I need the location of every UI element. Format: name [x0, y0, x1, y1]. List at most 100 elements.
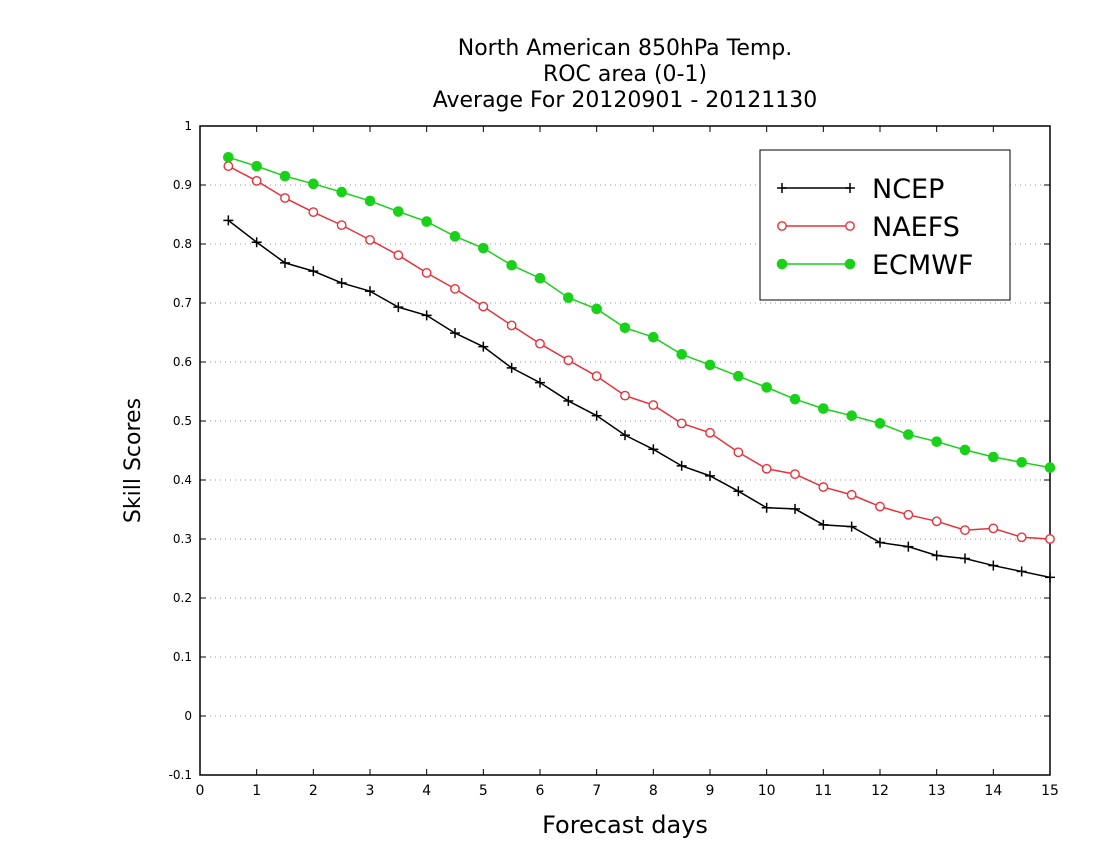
data-point-naefs	[421, 268, 432, 278]
series-layer	[223, 151, 1056, 583]
data-point-naefs	[563, 355, 574, 366]
data-point-ncep	[988, 560, 999, 571]
data-point-naefs	[676, 418, 687, 429]
data-point-ncep	[450, 328, 460, 339]
data-point-naefs	[478, 301, 489, 312]
data-point-ncep	[818, 519, 829, 530]
x-tick-label: 11	[814, 783, 832, 799]
y-tick-label: 0.2	[173, 591, 192, 605]
data-point-naefs	[931, 516, 942, 527]
data-point-ncep	[761, 502, 772, 513]
data-point-ecmwf	[308, 178, 319, 190]
data-point-ecmwf	[903, 429, 914, 440]
data-point-ecmwf	[619, 322, 631, 334]
data-point-ncep	[336, 277, 347, 288]
data-point-ecmwf	[251, 160, 262, 172]
legend: NCEP NAEFS ECMWF	[759, 149, 1011, 301]
data-point-ecmwf	[988, 451, 999, 463]
data-point-naefs	[393, 250, 404, 261]
data-point-ncep	[506, 362, 517, 373]
chart-title-line-2: ROC area (0-1)	[542, 62, 708, 87]
data-point-ecmwf	[733, 370, 744, 382]
y-tick-label: 0.8	[173, 237, 192, 251]
data-point-ecmwf	[1016, 457, 1027, 468]
y-tick-label: -0.1	[169, 768, 192, 782]
data-point-naefs	[988, 523, 999, 534]
data-point-ecmwf	[1044, 462, 1056, 473]
legend-item-ncep: NCEP	[777, 174, 944, 205]
y-tick-label: 0.1	[173, 650, 192, 664]
data-point-naefs	[308, 207, 319, 218]
data-point-naefs	[733, 447, 744, 458]
data-point-ncep	[705, 470, 715, 481]
data-point-ncep	[620, 430, 630, 441]
x-tick-label: 2	[309, 783, 318, 799]
plot-frame	[199, 125, 1051, 776]
data-point-ecmwf	[789, 393, 801, 405]
data-point-ncep	[960, 553, 970, 564]
x-tick-label: 3	[366, 783, 375, 799]
data-point-ncep	[931, 550, 942, 561]
chart-title-line-3: Average For 20120901 - 20121130	[432, 88, 818, 113]
y-tick-label: 0.7	[173, 296, 192, 310]
data-point-naefs	[1045, 534, 1055, 544]
x-tick-label: 8	[649, 783, 658, 799]
x-tick-label: 6	[536, 783, 545, 799]
x-tick-label: 15	[1041, 783, 1059, 799]
legend-label-ncep: NCEP	[872, 174, 944, 205]
x-tick-label: 10	[758, 783, 776, 799]
data-point-ncep	[1045, 572, 1055, 583]
grid-lines	[200, 184, 1050, 717]
chart-title-line-1: North American 850hPa Temp.	[457, 36, 793, 61]
x-tick-label: 9	[706, 783, 715, 799]
legend-label-ecmwf: ECMWF	[872, 250, 973, 281]
series-naefs	[223, 161, 1055, 544]
data-point-naefs	[506, 320, 517, 331]
data-point-ncep	[648, 444, 659, 455]
x-tick-label: 7	[592, 783, 601, 799]
legend-marker-ecmwf	[844, 258, 856, 270]
data-point-ecmwf	[761, 382, 772, 393]
legend-label-naefs: NAEFS	[872, 212, 960, 243]
data-point-ecmwf	[676, 349, 687, 360]
legend-marker-naefs	[845, 221, 855, 231]
y-tick-label: 0.5	[173, 414, 192, 428]
data-point-ecmwf	[931, 436, 942, 447]
data-point-naefs	[535, 338, 545, 349]
data-point-ncep	[733, 486, 744, 497]
series-line-ncep	[227, 219, 1051, 579]
data-point-ncep	[875, 537, 885, 548]
y-tick-label: 0.9	[173, 178, 192, 192]
x-axis-label: Forecast days	[542, 811, 708, 839]
data-point-ecmwf	[393, 206, 404, 217]
data-point-ecmwf	[336, 186, 347, 198]
data-point-ecmwf	[506, 259, 517, 271]
data-point-ecmwf	[534, 272, 546, 284]
data-point-ecmwf	[449, 231, 461, 242]
legend-item-naefs: NAEFS	[777, 212, 960, 243]
data-point-naefs	[591, 371, 602, 382]
data-point-naefs	[280, 193, 290, 203]
data-point-naefs	[336, 220, 347, 231]
data-point-naefs	[790, 469, 800, 479]
legend-marker-naefs	[777, 221, 787, 231]
y-tick-label: 0.6	[173, 355, 192, 369]
data-point-ecmwf	[846, 410, 857, 421]
data-point-ncep	[790, 503, 800, 514]
series-ncep	[223, 215, 1055, 583]
legend-box	[759, 149, 1011, 301]
data-point-naefs	[450, 283, 460, 294]
data-point-naefs	[1016, 532, 1027, 543]
data-point-naefs	[223, 161, 234, 172]
data-point-ecmwf	[648, 331, 659, 343]
x-tick-label: 12	[871, 783, 889, 799]
data-point-ncep	[393, 302, 404, 313]
legend-item-ecmwf: ECMWF	[776, 250, 973, 281]
data-point-ncep	[1016, 566, 1027, 577]
data-point-ncep	[478, 341, 489, 352]
data-point-naefs	[648, 400, 659, 410]
data-point-ncep	[846, 521, 857, 532]
data-point-ecmwf	[478, 242, 489, 254]
data-point-ecmwf	[874, 418, 886, 429]
data-point-ncep	[591, 410, 602, 421]
